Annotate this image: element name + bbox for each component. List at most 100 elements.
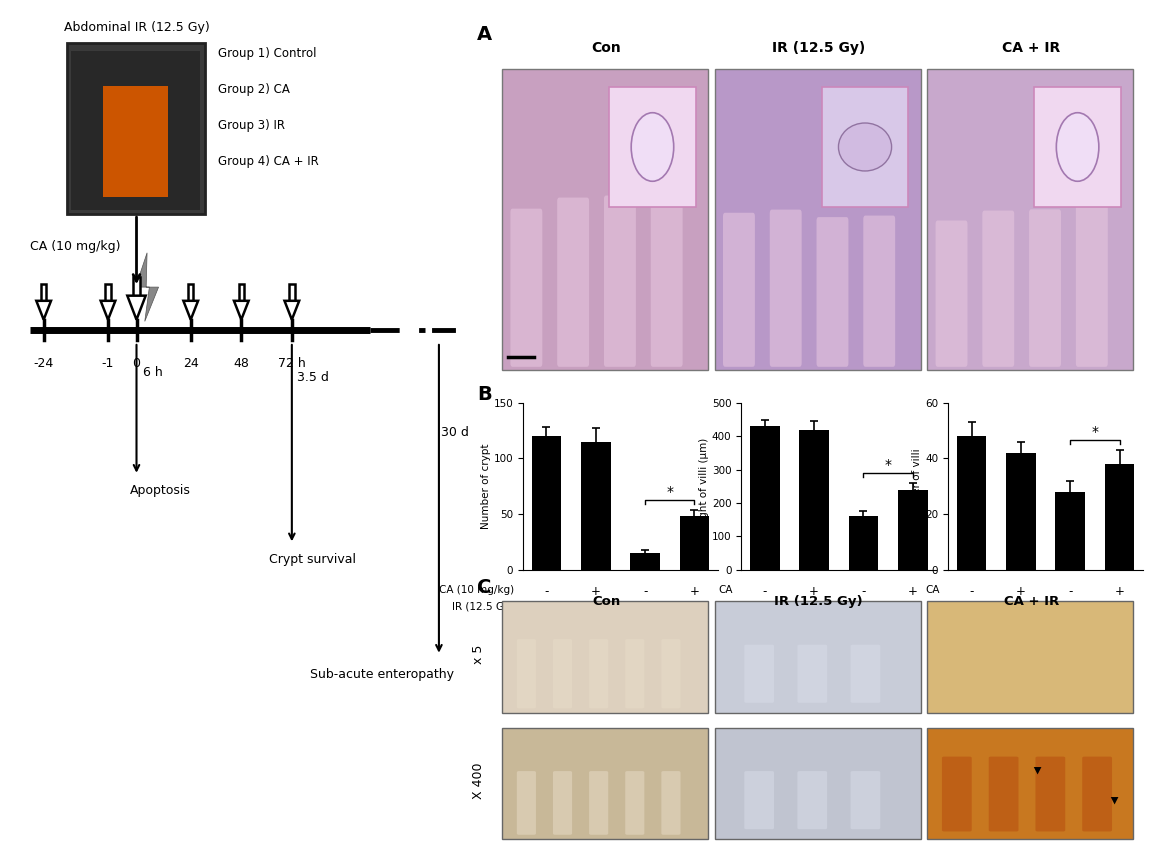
Text: -: - (970, 585, 974, 598)
FancyBboxPatch shape (604, 201, 635, 367)
FancyBboxPatch shape (1030, 214, 1061, 367)
Text: +: + (1016, 585, 1026, 598)
Text: 3.5 d: 3.5 d (298, 370, 330, 384)
Text: -: - (812, 602, 816, 614)
Text: Con: Con (592, 41, 620, 55)
Text: CA: CA (925, 585, 940, 595)
FancyBboxPatch shape (770, 213, 802, 367)
FancyBboxPatch shape (557, 212, 589, 367)
Text: +: + (1065, 602, 1075, 614)
FancyBboxPatch shape (797, 771, 827, 830)
FancyBboxPatch shape (625, 639, 645, 709)
Text: CA + IR: CA + IR (1003, 595, 1059, 608)
FancyBboxPatch shape (715, 602, 920, 713)
Text: CA (10 mg/kg): CA (10 mg/kg) (30, 240, 121, 253)
FancyBboxPatch shape (863, 211, 895, 367)
FancyBboxPatch shape (188, 284, 193, 301)
FancyBboxPatch shape (133, 277, 140, 296)
Text: 30 d: 30 d (441, 426, 469, 440)
FancyBboxPatch shape (106, 284, 110, 301)
FancyBboxPatch shape (1082, 757, 1112, 831)
FancyBboxPatch shape (723, 204, 755, 367)
FancyBboxPatch shape (650, 204, 683, 367)
Text: CA: CA (718, 585, 733, 595)
Text: Crypt survival: Crypt survival (269, 553, 356, 566)
Text: 72 h: 72 h (278, 357, 306, 370)
Text: 48: 48 (233, 357, 249, 370)
FancyBboxPatch shape (67, 43, 205, 214)
Text: IR (12.5 Gy): IR (12.5 Gy) (774, 595, 863, 608)
Bar (849, 517, 878, 570)
FancyBboxPatch shape (71, 51, 200, 210)
FancyBboxPatch shape (553, 771, 572, 835)
Text: 24: 24 (183, 357, 199, 370)
FancyBboxPatch shape (797, 644, 827, 703)
Text: X 400: X 400 (472, 763, 485, 800)
Bar (532, 436, 561, 570)
Text: Group 1) Control: Group 1) Control (218, 47, 317, 60)
Polygon shape (37, 301, 51, 320)
Text: -: - (545, 585, 549, 598)
Text: *: * (666, 485, 673, 499)
FancyBboxPatch shape (502, 602, 708, 713)
Bar (680, 517, 709, 570)
Polygon shape (285, 301, 299, 320)
Bar (1007, 452, 1035, 570)
FancyBboxPatch shape (935, 223, 967, 367)
Text: -: - (643, 585, 647, 598)
FancyBboxPatch shape (517, 771, 535, 835)
Text: Apoptosis: Apoptosis (130, 484, 191, 497)
Bar (1056, 492, 1085, 570)
FancyBboxPatch shape (988, 757, 1018, 831)
FancyBboxPatch shape (609, 87, 696, 207)
Text: -: - (862, 585, 865, 598)
Text: Group 2) CA: Group 2) CA (218, 83, 291, 96)
Text: -: - (545, 602, 549, 614)
Text: -1: -1 (102, 357, 114, 370)
FancyBboxPatch shape (745, 771, 774, 830)
Text: ▶: ▶ (1109, 796, 1119, 804)
FancyBboxPatch shape (662, 771, 680, 835)
Text: -: - (594, 602, 597, 614)
Text: +: + (1115, 602, 1125, 614)
Y-axis label: Number of crypt: Number of crypt (480, 444, 491, 529)
Bar (899, 489, 927, 570)
Text: Group 4) CA + IR: Group 4) CA + IR (218, 155, 319, 168)
Text: -: - (763, 602, 768, 614)
FancyBboxPatch shape (589, 639, 608, 709)
Text: CA + IR: CA + IR (1002, 41, 1061, 55)
Text: -: - (1019, 602, 1023, 614)
Y-axis label: Height of villi (μm): Height of villi (μm) (699, 438, 709, 535)
Text: +: + (858, 602, 869, 614)
FancyBboxPatch shape (715, 728, 920, 839)
FancyBboxPatch shape (502, 69, 708, 370)
Text: x 5: x 5 (472, 644, 485, 664)
FancyBboxPatch shape (822, 87, 909, 207)
Text: Con: Con (592, 595, 620, 608)
Polygon shape (184, 301, 198, 320)
Text: A: A (477, 25, 492, 44)
FancyBboxPatch shape (927, 602, 1133, 713)
Bar (750, 426, 779, 570)
Text: Group 3) IR: Group 3) IR (218, 119, 285, 132)
Text: Abdominal IR (12.5 Gy): Abdominal IR (12.5 Gy) (63, 21, 209, 34)
FancyBboxPatch shape (927, 728, 1133, 839)
Text: IR: IR (930, 602, 940, 612)
FancyBboxPatch shape (982, 208, 1015, 367)
Text: -24: -24 (33, 357, 54, 370)
Polygon shape (234, 301, 248, 320)
Text: +: + (908, 602, 918, 614)
Text: B: B (477, 385, 492, 404)
Y-axis label: Number of villi: Number of villi (912, 448, 923, 524)
FancyBboxPatch shape (502, 728, 708, 839)
Bar (581, 442, 610, 570)
Ellipse shape (631, 113, 673, 182)
Text: +: + (689, 585, 700, 598)
Text: CA (10 mg/kg): CA (10 mg/kg) (439, 585, 515, 595)
FancyBboxPatch shape (589, 771, 608, 835)
FancyBboxPatch shape (625, 771, 645, 835)
FancyBboxPatch shape (1034, 87, 1121, 207)
FancyBboxPatch shape (290, 284, 294, 301)
Text: *: * (1092, 425, 1098, 440)
FancyBboxPatch shape (942, 757, 972, 831)
